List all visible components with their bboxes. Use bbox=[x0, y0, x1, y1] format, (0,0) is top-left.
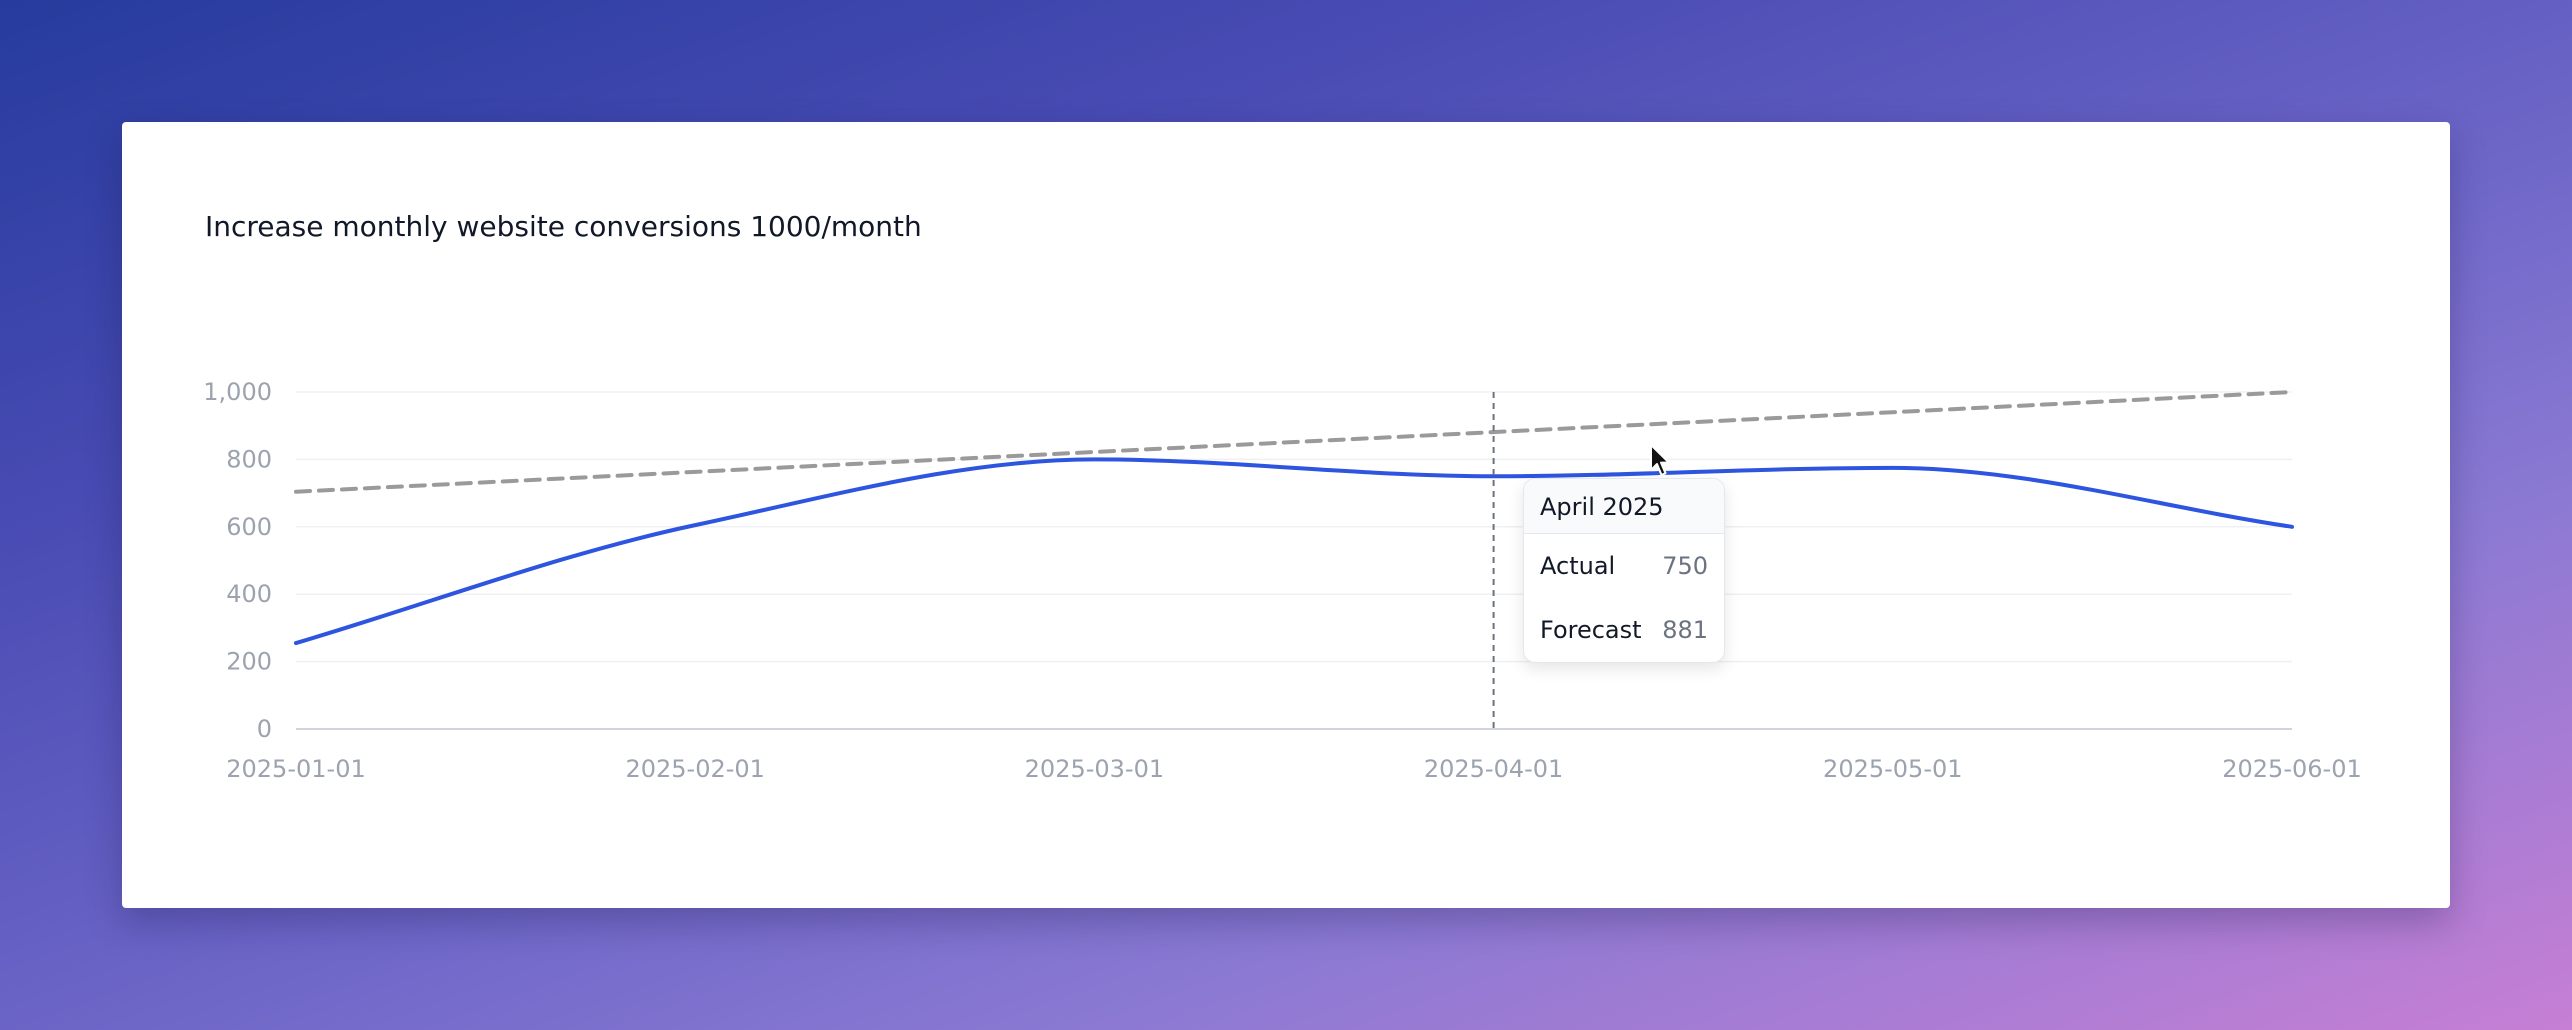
x-tick-label: 2025-02-01 bbox=[625, 755, 764, 783]
tooltip-forecast-value: 881 bbox=[1662, 616, 1708, 644]
y-tick-label: 200 bbox=[226, 648, 272, 676]
x-tick-label: 2025-06-01 bbox=[2222, 755, 2361, 783]
tooltip-actual-label: Actual bbox=[1540, 552, 1616, 580]
chart-card: Increase monthly website conversions 100… bbox=[122, 122, 2450, 908]
tooltip-row-forecast: Forecast 881 bbox=[1524, 598, 1724, 662]
series-line-forecast[interactable] bbox=[294, 390, 2294, 494]
mouse-pointer-icon bbox=[1650, 444, 1670, 476]
y-tick-label: 400 bbox=[226, 580, 272, 608]
x-tick-label: 2025-03-01 bbox=[1025, 755, 1164, 783]
x-tick-label: 2025-01-01 bbox=[226, 755, 365, 783]
x-tick-label: 2025-04-01 bbox=[1424, 755, 1563, 783]
y-axis: 0 200 400 600 800 1,000 bbox=[203, 378, 272, 743]
series-line-actual[interactable] bbox=[294, 457, 2294, 646]
chart-title: Increase monthly website conversions 100… bbox=[205, 210, 922, 243]
gridlines bbox=[296, 391, 2292, 730]
y-tick-label: 600 bbox=[226, 513, 272, 541]
y-tick-label: 1,000 bbox=[203, 378, 272, 406]
y-tick-label: 0 bbox=[257, 715, 272, 743]
tooltip-forecast-label: Forecast bbox=[1540, 616, 1642, 644]
y-tick-label: 800 bbox=[226, 445, 272, 473]
chart-tooltip: April 2025 Actual 750 Forecast 881 bbox=[1523, 478, 1725, 663]
tooltip-title: April 2025 bbox=[1524, 479, 1724, 534]
x-axis: 2025-01-01 2025-02-01 2025-03-01 2025-04-01… bbox=[226, 755, 2361, 783]
tooltip-actual-value: 750 bbox=[1662, 552, 1708, 580]
x-tick-label: 2025-05-01 bbox=[1823, 755, 1962, 783]
series-lines bbox=[294, 390, 2294, 646]
tooltip-row-actual: Actual 750 bbox=[1524, 534, 1724, 598]
